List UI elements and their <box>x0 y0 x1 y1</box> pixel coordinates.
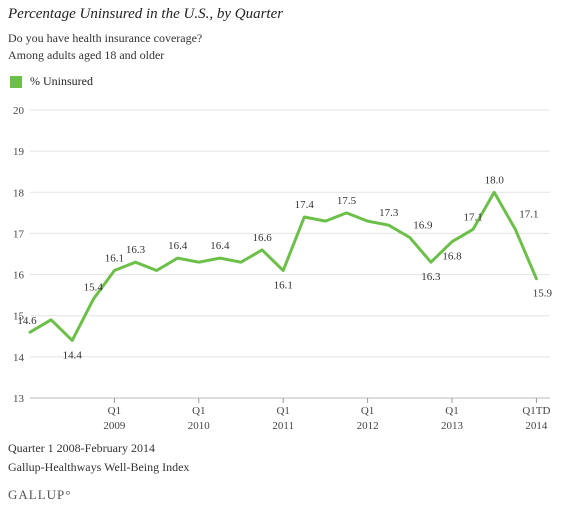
y-tick-label: 17 <box>13 228 25 240</box>
data-label: 16.3 <box>421 271 441 283</box>
data-label: 16.8 <box>442 251 462 263</box>
chart-title: Percentage Uninsured in the U.S., by Qua… <box>8 6 284 22</box>
x-tick-label-quarter: Q1TD <box>522 405 550 417</box>
legend-label: % Uninsured <box>30 74 93 88</box>
data-label: 17.1 <box>519 208 538 220</box>
x-tick-label-year: 2010 <box>188 420 211 432</box>
y-tick-label: 19 <box>13 146 25 158</box>
x-tick-label-quarter: Q1 <box>108 405 121 417</box>
y-tick-label: 18 <box>13 187 25 199</box>
data-label: 17.5 <box>337 195 357 207</box>
data-label: 17.1 <box>463 211 482 223</box>
data-label: 16.6 <box>252 232 272 244</box>
x-tick-label-year: 2009 <box>103 420 126 432</box>
series-line-uninsured <box>28 190 538 342</box>
data-label: 16.1 <box>105 252 124 264</box>
data-label: 17.3 <box>379 207 399 219</box>
chart-legend: % Uninsured <box>10 74 93 89</box>
x-tick-label-year: 2013 <box>441 420 464 432</box>
y-tick-label: 20 <box>13 105 25 117</box>
x-tick-label-quarter: Q1 <box>192 405 205 417</box>
y-tick-label: 13 <box>13 393 25 405</box>
x-tick-label-quarter: Q1 <box>361 405 374 417</box>
data-label: 16.3 <box>126 244 146 256</box>
data-label: 15.9 <box>533 288 553 300</box>
chart-subtitle-question: Do you have health insurance coverage? <box>8 31 203 45</box>
y-tick-label: 14 <box>13 352 25 364</box>
y-tick-label: 15 <box>13 311 25 323</box>
chart-subtitle-population: Among adults aged 18 and older <box>8 48 165 62</box>
data-label: 16.9 <box>413 220 433 232</box>
data-label: 14.6 <box>17 315 37 327</box>
data-label: 16.4 <box>210 240 230 252</box>
data-label: 14.4 <box>63 349 83 361</box>
footer-date-range: Quarter 1 2008-February 2014 <box>8 441 155 455</box>
data-label: 16.1 <box>274 279 293 291</box>
data-label: 15.4 <box>84 281 104 293</box>
x-tick-label-quarter: Q1 <box>445 405 458 417</box>
x-tick-label-quarter: Q1 <box>276 405 289 417</box>
data-label: 18.0 <box>485 174 505 186</box>
gallup-logo: GALLUP° <box>8 487 72 502</box>
data-label: 16.4 <box>168 240 188 252</box>
legend-swatch <box>10 75 22 88</box>
footer-source: Gallup-Healthways Well-Being Index <box>8 460 190 474</box>
x-tick-label-year: 2011 <box>272 420 294 432</box>
x-tick-label-year: 2012 <box>357 420 379 432</box>
data-label: 17.4 <box>295 199 315 211</box>
x-tick-label-year: 2014 <box>525 420 548 432</box>
y-tick-label: 16 <box>13 270 25 282</box>
